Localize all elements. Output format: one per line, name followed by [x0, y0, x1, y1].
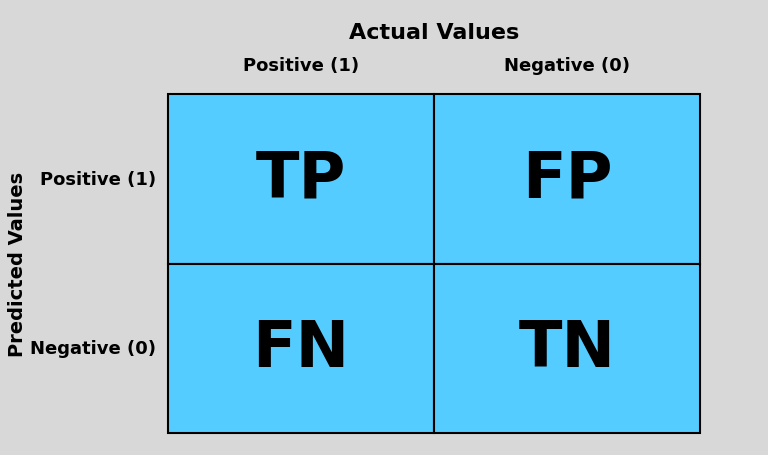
Text: Positive (1): Positive (1)	[243, 57, 359, 75]
Text: FP: FP	[521, 148, 612, 210]
Bar	[168, 264, 434, 433]
Text: Actual Values: Actual Values	[349, 23, 519, 43]
Text: Positive (1): Positive (1)	[40, 170, 156, 188]
Bar	[168, 95, 434, 264]
Text: TP: TP	[256, 148, 346, 210]
Text: FN: FN	[253, 318, 349, 379]
Bar	[434, 264, 700, 433]
Text: TN: TN	[518, 318, 615, 379]
Text: Negative (0): Negative (0)	[30, 339, 156, 358]
Bar	[434, 95, 700, 264]
Text: Predicted Values: Predicted Values	[8, 172, 28, 356]
Text: Negative (0): Negative (0)	[504, 57, 630, 75]
